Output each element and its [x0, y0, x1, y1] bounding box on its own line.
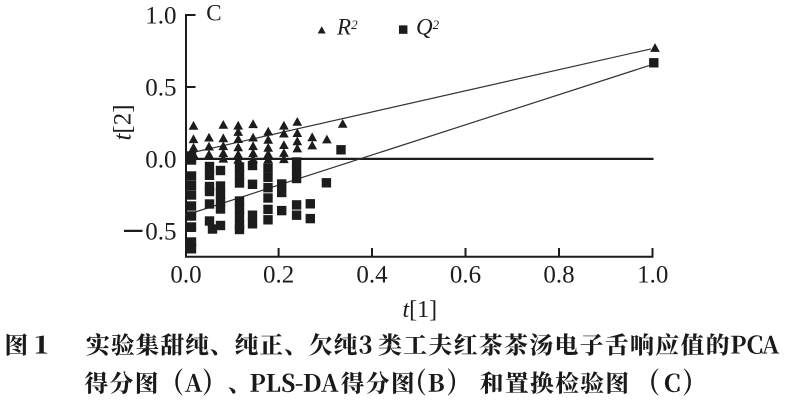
svg-text:0.8: 0.8	[543, 262, 574, 289]
svg-text:t[1]: t[1]	[403, 297, 438, 323]
svg-text:1.0: 1.0	[637, 262, 668, 289]
svg-text:Q2: Q2	[416, 15, 440, 40]
svg-text:1.0: 1.0	[145, 2, 176, 29]
svg-text:0.2: 0.2	[263, 262, 294, 289]
svg-text:0.6: 0.6	[450, 262, 481, 289]
svg-text:0.0: 0.0	[145, 146, 176, 173]
svg-text:0.5: 0.5	[145, 218, 176, 245]
svg-text:C: C	[206, 1, 221, 26]
svg-text:0.4: 0.4	[356, 262, 388, 289]
svg-text:R2: R2	[336, 15, 358, 40]
svg-text:t[2]: t[2]	[110, 104, 137, 140]
svg-text:0.0: 0.0	[170, 262, 201, 289]
svg-text:0.5: 0.5	[145, 74, 176, 101]
